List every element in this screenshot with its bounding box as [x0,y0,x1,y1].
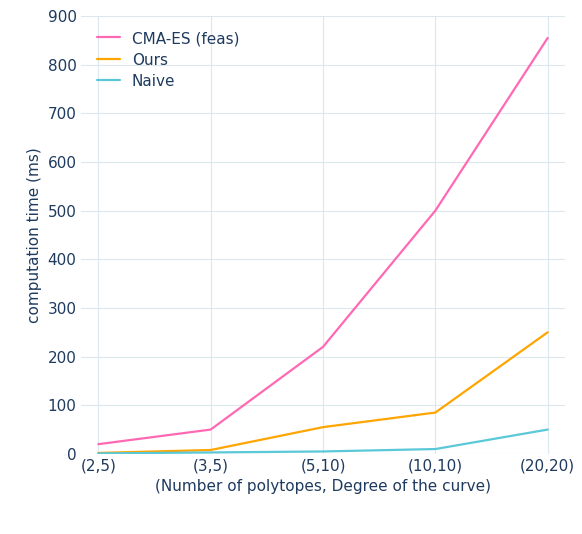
CMA-ES (feas) [95,441,102,447]
Line: Naive: Naive [98,429,548,453]
CMA-ES (feas) [207,426,214,433]
Line: CMA-ES (feas): CMA-ES (feas) [98,38,548,444]
CMA-ES (feas) [432,207,439,214]
Line: Ours: Ours [98,332,548,453]
Naive [320,448,327,454]
Naive [432,446,439,452]
Naive [544,426,551,433]
Ours [95,450,102,456]
Ours [320,424,327,430]
Y-axis label: computation time (ms): computation time (ms) [27,147,42,323]
X-axis label: (Number of polytopes, Degree of the curve): (Number of polytopes, Degree of the curv… [155,480,491,494]
Naive [207,449,214,456]
Ours [544,329,551,335]
Ours [207,447,214,453]
Ours [432,410,439,416]
CMA-ES (feas) [320,344,327,350]
Legend: CMA-ES (feas), Ours, Naive: CMA-ES (feas), Ours, Naive [89,23,247,96]
CMA-ES (feas) [544,35,551,41]
Naive [95,450,102,457]
